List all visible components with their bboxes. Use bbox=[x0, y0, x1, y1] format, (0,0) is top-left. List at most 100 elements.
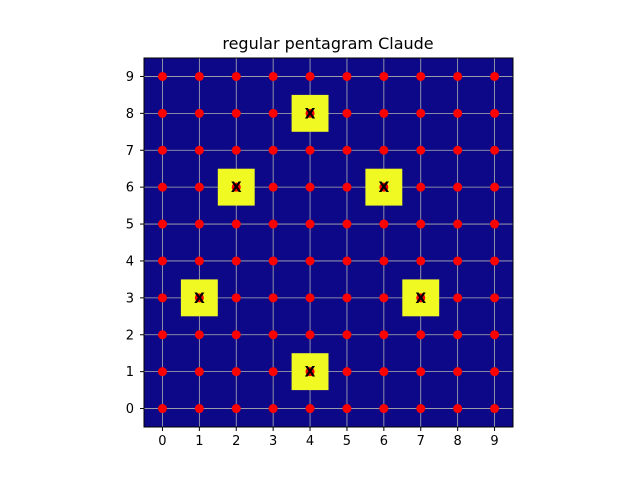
grid-point bbox=[379, 367, 389, 377]
grid-point bbox=[157, 108, 167, 118]
y-axis-ticks: 0 1 2 3 4 5 6 7 8 9 bbox=[126, 70, 144, 417]
grid-point bbox=[490, 145, 500, 155]
grid-point bbox=[305, 71, 315, 81]
grid-point bbox=[416, 145, 426, 155]
grid-point bbox=[490, 330, 500, 340]
highlight-labels: X X X X X X bbox=[194, 106, 426, 380]
y-tick-label: 2 bbox=[126, 328, 134, 343]
grid-point bbox=[453, 219, 463, 229]
grid-point bbox=[416, 71, 426, 81]
x-tick-label: 4 bbox=[306, 434, 314, 449]
grid-point bbox=[231, 219, 241, 229]
grid-point bbox=[305, 219, 315, 229]
grid-point bbox=[231, 108, 241, 118]
grid-point bbox=[490, 182, 500, 192]
grid-point bbox=[231, 293, 241, 303]
x-tick-label: 8 bbox=[454, 434, 462, 449]
grid-point bbox=[268, 71, 278, 81]
grid-point bbox=[268, 330, 278, 340]
grid-point bbox=[194, 71, 204, 81]
grid-point bbox=[379, 71, 389, 81]
grid-point bbox=[379, 404, 389, 414]
y-tick-label: 3 bbox=[126, 291, 134, 306]
grid-point bbox=[453, 108, 463, 118]
grid-point bbox=[342, 404, 352, 414]
chart-title: regular pentagram Claude bbox=[222, 34, 433, 53]
grid-point bbox=[490, 256, 500, 266]
highlight-label: X bbox=[305, 106, 316, 122]
highlight-label: X bbox=[194, 291, 205, 307]
grid-point bbox=[268, 256, 278, 266]
y-tick-label: 1 bbox=[126, 365, 134, 380]
grid-point bbox=[379, 108, 389, 118]
grid-point bbox=[379, 145, 389, 155]
grid-point bbox=[268, 219, 278, 229]
grid-point bbox=[416, 404, 426, 414]
x-tick-label: 6 bbox=[380, 434, 388, 449]
grid-point bbox=[416, 367, 426, 377]
grid-point bbox=[194, 108, 204, 118]
grid-point bbox=[194, 256, 204, 266]
grid-point bbox=[490, 71, 500, 81]
grid-point bbox=[194, 404, 204, 414]
y-tick-label: 7 bbox=[126, 144, 134, 159]
grid-lines bbox=[144, 58, 513, 427]
grid-point bbox=[268, 367, 278, 377]
y-tick-label: 5 bbox=[126, 218, 134, 233]
grid-point bbox=[231, 330, 241, 340]
grid-point bbox=[194, 182, 204, 192]
grid-point bbox=[305, 404, 315, 414]
grid-point bbox=[379, 256, 389, 266]
grid-point bbox=[379, 330, 389, 340]
grid-point bbox=[305, 108, 315, 118]
x-tick-label: 5 bbox=[343, 434, 351, 449]
grid-point bbox=[453, 404, 463, 414]
grid-point bbox=[268, 108, 278, 118]
grid-point bbox=[305, 182, 315, 192]
grid-point bbox=[490, 367, 500, 377]
grid-point bbox=[453, 145, 463, 155]
grid-point bbox=[490, 293, 500, 303]
highlight-label: X bbox=[415, 291, 426, 307]
grid-point bbox=[490, 219, 500, 229]
x-tick-label: 1 bbox=[195, 434, 203, 449]
grid-point bbox=[268, 293, 278, 303]
grid-point bbox=[453, 256, 463, 266]
grid-point bbox=[453, 293, 463, 303]
grid-point bbox=[194, 293, 204, 303]
grid-point bbox=[157, 71, 167, 81]
grid-point bbox=[157, 404, 167, 414]
grid-point bbox=[231, 71, 241, 81]
grid-point bbox=[231, 145, 241, 155]
x-tick-label: 7 bbox=[417, 434, 425, 449]
grid-point bbox=[342, 145, 352, 155]
grid-point bbox=[453, 71, 463, 81]
grid-point bbox=[157, 182, 167, 192]
grid-point bbox=[416, 108, 426, 118]
grid-point bbox=[342, 367, 352, 377]
grid-point bbox=[231, 256, 241, 266]
grid-point bbox=[268, 404, 278, 414]
grid-point bbox=[416, 293, 426, 303]
x-tick-label: 0 bbox=[158, 434, 166, 449]
grid-point bbox=[342, 182, 352, 192]
grid-point bbox=[194, 330, 204, 340]
grid-point bbox=[379, 293, 389, 303]
grid-point bbox=[453, 367, 463, 377]
grid-point bbox=[231, 182, 241, 192]
grid-point bbox=[157, 367, 167, 377]
grid-point bbox=[453, 182, 463, 192]
y-tick-label: 8 bbox=[126, 107, 134, 122]
grid-point bbox=[379, 219, 389, 229]
grid-points bbox=[157, 71, 500, 414]
grid-point bbox=[157, 293, 167, 303]
grid-point bbox=[231, 404, 241, 414]
grid-point bbox=[416, 219, 426, 229]
x-tick-label: 2 bbox=[232, 434, 240, 449]
grid-point bbox=[342, 219, 352, 229]
grid-point bbox=[157, 330, 167, 340]
grid-point bbox=[231, 367, 241, 377]
plot-frame bbox=[143, 57, 514, 428]
